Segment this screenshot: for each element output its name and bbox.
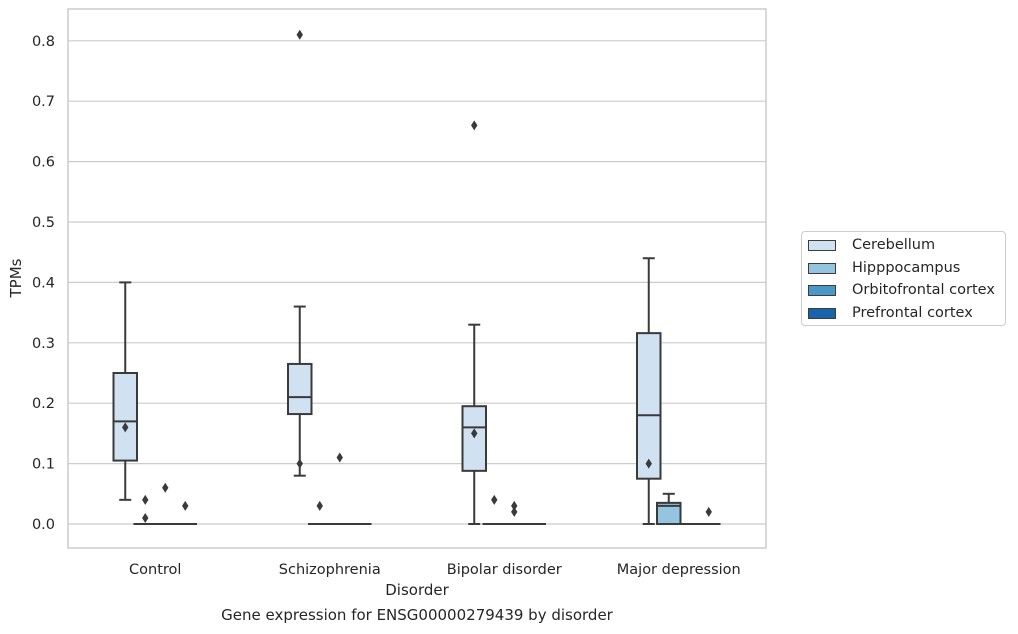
plot-marks: [112, 29, 721, 525]
box-hipppocampus-schizophrenia: [308, 500, 332, 525]
outlier-point: [122, 422, 129, 433]
box-body: [656, 501, 682, 525]
box-hipppocampus-control: [133, 494, 157, 525]
y-tick-label: 0.3: [32, 336, 55, 352]
y-tick-label: 0.7: [32, 94, 55, 110]
y-tick-label: 0.4: [32, 275, 55, 291]
y-gridlines: [68, 40, 766, 525]
legend-item-orbitofrontal-cortex: Orbitofrontal cortex: [808, 280, 995, 300]
outlier-point: [296, 458, 303, 469]
outlier-point: [142, 494, 149, 505]
box-prefrontal-cortex-control: [173, 500, 197, 525]
legend-label: Hipppocampus: [852, 260, 961, 276]
x-tick-label: Major depression: [617, 562, 741, 578]
box-cerebellum-major-depression: [636, 257, 662, 525]
legend-label: Prefrontal cortex: [852, 305, 973, 321]
outlier-point: [296, 29, 303, 40]
figure-caption: Gene expression for ENSG00000279439 by d…: [221, 606, 613, 624]
outlier-point: [471, 428, 478, 439]
box-hipppocampus-major-depression: [656, 492, 682, 525]
box-prefrontal-cortex-major-depression: [697, 506, 721, 525]
box-orbitofrontal-cortex-bipolar-disorder: [502, 500, 526, 525]
outlier-point: [471, 120, 478, 131]
y-tick-label: 0.8: [32, 34, 55, 50]
outlier-point: [162, 482, 169, 493]
box-hipppocampus-bipolar-disorder: [482, 494, 506, 525]
legend-swatch-cerebellum: [808, 239, 836, 251]
box-body: [287, 362, 313, 416]
box-cerebellum-control: [112, 281, 138, 501]
outlier-point: [511, 500, 518, 511]
legend-item-cerebellum: Cerebellum: [808, 235, 935, 255]
plot-area-frame: [67, 8, 767, 549]
legend-swatch-prefrontal-cortex: [808, 307, 836, 319]
box-body: [636, 332, 662, 480]
box-orbitofrontal-cortex-control: [153, 482, 177, 525]
y-tick-label: 0.2: [32, 396, 55, 412]
y-tick-labels: 0.0 0.1 0.2 0.3 0.4 0.5 0.6 0.7 0.8: [32, 34, 55, 533]
outlier-point: [336, 452, 343, 463]
legend: Cerebellum Hipppocampus Orbitofrontal co…: [801, 231, 1006, 326]
outlier-point: [491, 494, 498, 505]
outlier-point: [645, 458, 652, 469]
legend-item-prefrontal-cortex: Prefrontal cortex: [808, 303, 973, 323]
y-axis-label: TPMs: [7, 258, 25, 298]
y-tick-label: 0.1: [32, 457, 55, 473]
x-axis-label: Disorder: [385, 581, 449, 599]
outlier-point: [182, 500, 189, 511]
outlier-point: [705, 506, 712, 517]
box-body: [461, 405, 487, 472]
x-tick-label: Bipolar disorder: [447, 562, 562, 578]
y-tick-label: 0.6: [32, 155, 55, 171]
x-tick-label: Control: [129, 562, 181, 578]
x-tick-labels: Control Schizophrenia Bipolar disorder Majo…: [129, 562, 741, 578]
box-cerebellum-bipolar-disorder: [461, 120, 487, 525]
box-orbitofrontal-cortex-schizophrenia: [328, 452, 352, 525]
legend-item-hippocampus: Hipppocampus: [808, 258, 960, 278]
outlier-point: [316, 500, 323, 511]
legend-swatch-orbitofrontal-cortex: [808, 284, 836, 296]
legend-label: Cerebellum: [852, 237, 936, 253]
outlier-point: [142, 512, 149, 523]
legend-label: Orbitofrontal cortex: [852, 282, 995, 298]
y-tick-label: 0.5: [32, 215, 55, 231]
x-tick-label: Schizophrenia: [279, 562, 381, 578]
outlier-point: [511, 506, 518, 517]
y-tick-label: 0.0: [32, 517, 55, 533]
box-body: [112, 372, 138, 462]
box-cerebellum-schizophrenia: [287, 29, 313, 477]
legend-swatch-hippocampus: [808, 262, 836, 274]
